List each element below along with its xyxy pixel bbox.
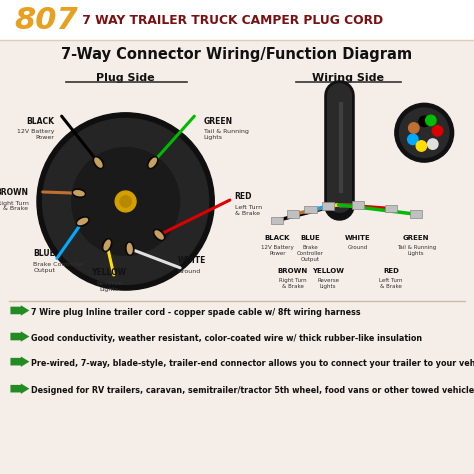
Text: Reverse
Lights: Reverse Lights — [317, 278, 339, 289]
Text: RED: RED — [235, 192, 252, 201]
Text: Plug Side: Plug Side — [96, 73, 155, 83]
Ellipse shape — [147, 157, 158, 169]
Text: Ground: Ground — [348, 245, 368, 250]
Bar — [385, 205, 397, 212]
Text: Designed for RV trailers, caravan, semitrailer/tractor 5th wheel, food vans or o: Designed for RV trailers, caravan, semit… — [31, 386, 474, 395]
Text: BLUE: BLUE — [33, 249, 55, 258]
Text: 807: 807 — [14, 6, 78, 35]
Text: 7 WAY TRAILER TRUCK CAMPER PLUG CORD: 7 WAY TRAILER TRUCK CAMPER PLUG CORD — [78, 14, 383, 27]
Text: GREEN: GREEN — [204, 117, 233, 126]
Bar — [322, 202, 334, 210]
Bar — [410, 210, 422, 218]
Text: YELLOW: YELLOW — [91, 268, 127, 277]
Text: WHITE: WHITE — [345, 235, 371, 241]
Text: Pre-wired, 7-way, blade-style, trailer-end connector allows you to connect your : Pre-wired, 7-way, blade-style, trailer-e… — [31, 359, 474, 368]
Text: Left Turn
& Brake: Left Turn & Brake — [379, 278, 403, 289]
Text: Ground: Ground — [178, 269, 201, 274]
Text: Reverse
Lights: Reverse Lights — [96, 281, 122, 292]
Circle shape — [428, 139, 438, 149]
Text: GREEN: GREEN — [403, 235, 429, 241]
Text: YELLOW: YELLOW — [312, 268, 344, 274]
Circle shape — [426, 115, 436, 126]
Bar — [304, 206, 317, 213]
Text: Right Turn
& Brake: Right Turn & Brake — [0, 201, 28, 211]
Text: Good conductivity, weather resistant, color-coated wire w/ thick rubber-like ins: Good conductivity, weather resistant, co… — [31, 334, 422, 343]
Text: Wiring Side: Wiring Side — [312, 73, 384, 83]
Ellipse shape — [95, 158, 102, 167]
Ellipse shape — [155, 231, 163, 239]
Text: RED: RED — [383, 268, 399, 274]
Circle shape — [408, 134, 418, 145]
Circle shape — [400, 108, 449, 157]
Ellipse shape — [74, 191, 84, 196]
Text: BROWN: BROWN — [278, 268, 308, 274]
FancyArrow shape — [10, 383, 29, 394]
Ellipse shape — [102, 239, 112, 251]
Bar — [287, 210, 299, 218]
Text: Brake Controller
Output: Brake Controller Output — [33, 262, 84, 273]
Ellipse shape — [73, 189, 85, 198]
Ellipse shape — [78, 219, 88, 225]
Circle shape — [43, 118, 209, 284]
Text: 7-Way Connector Wiring/Function Diagram: 7-Way Connector Wiring/Function Diagram — [62, 47, 412, 62]
FancyArrow shape — [10, 331, 29, 342]
Ellipse shape — [149, 158, 156, 167]
Circle shape — [72, 147, 180, 255]
Text: BLUE: BLUE — [301, 235, 320, 241]
Text: Left Turn
& Brake: Left Turn & Brake — [235, 205, 262, 216]
Bar — [0, 0, 474, 40]
Ellipse shape — [128, 244, 132, 254]
Circle shape — [37, 113, 214, 290]
Text: Right Turn
& Brake: Right Turn & Brake — [279, 278, 307, 289]
Text: Tail & Running
Lights: Tail & Running Lights — [204, 129, 249, 140]
FancyArrow shape — [10, 356, 29, 367]
Text: Tail & Running
Lights: Tail & Running Lights — [397, 245, 436, 256]
Circle shape — [120, 196, 131, 207]
Ellipse shape — [93, 157, 104, 169]
Text: 12V Battery
Power: 12V Battery Power — [17, 129, 55, 140]
Circle shape — [419, 116, 429, 127]
Circle shape — [409, 123, 419, 133]
Text: BLACK: BLACK — [27, 117, 55, 126]
Ellipse shape — [104, 240, 110, 250]
FancyArrow shape — [10, 305, 29, 316]
Text: WHITE: WHITE — [178, 256, 206, 265]
Ellipse shape — [76, 217, 89, 226]
Circle shape — [115, 191, 136, 212]
Text: 7 Wire plug Inline trailer cord - copper spade cable w/ 8ft wiring harness: 7 Wire plug Inline trailer cord - copper… — [31, 308, 360, 317]
Text: 12V Battery
Power: 12V Battery Power — [261, 245, 294, 256]
Circle shape — [432, 126, 443, 136]
Text: BROWN: BROWN — [0, 188, 28, 197]
Circle shape — [395, 103, 454, 162]
Circle shape — [416, 141, 427, 151]
Text: BLACK: BLACK — [264, 235, 290, 241]
Bar — [271, 217, 283, 224]
Text: Brake
Controller
Output: Brake Controller Output — [297, 245, 324, 262]
Ellipse shape — [126, 242, 134, 255]
Bar — [352, 201, 364, 209]
Ellipse shape — [154, 229, 164, 240]
